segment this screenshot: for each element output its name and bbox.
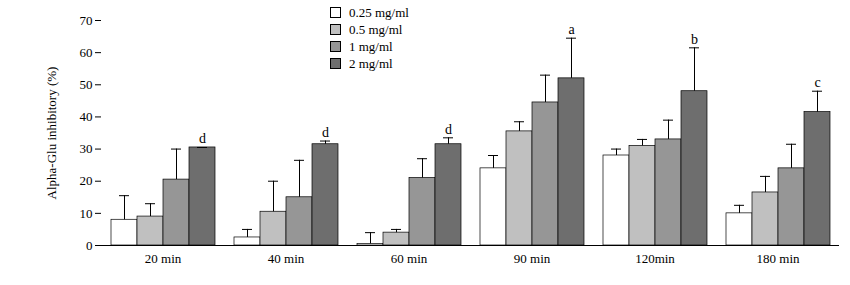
svg-text:0: 0 [86, 238, 93, 253]
svg-text:b: b [691, 32, 698, 47]
svg-text:10: 10 [80, 206, 93, 221]
html-text:0.5 mg/ml: 0.5 mg/ml [349, 21, 403, 37]
svg-text:120min: 120min [635, 251, 675, 266]
svg-text:30: 30 [80, 141, 93, 156]
svg-text:c: c [814, 75, 820, 90]
svg-text:180 min: 180 min [757, 251, 800, 266]
svg-text:60: 60 [80, 45, 93, 60]
svg-text:d: d [199, 131, 206, 146]
svg-text:60 min: 60 min [391, 251, 428, 266]
svg-text:90 min: 90 min [514, 251, 551, 266]
html-text:0.25 mg/ml: 0.25 mg/ml [349, 4, 409, 20]
svg-text:50: 50 [80, 77, 93, 92]
html-text:2 mg/ml: 2 mg/ml [349, 55, 393, 71]
html-text:1 mg/ml: 1 mg/ml [349, 38, 393, 54]
svg-text:40: 40 [80, 109, 93, 124]
svg-text:Alpha-Glu inhibitory (%): Alpha-Glu inhibitory (%) [44, 67, 59, 200]
svg-text:d: d [322, 125, 329, 140]
svg-text:d: d [445, 122, 452, 137]
svg-text:a: a [568, 22, 575, 37]
svg-text:70: 70 [80, 13, 93, 28]
svg-text:20 min: 20 min [145, 251, 182, 266]
svg-text:40 min: 40 min [268, 251, 305, 266]
svg-text:20: 20 [80, 173, 93, 188]
